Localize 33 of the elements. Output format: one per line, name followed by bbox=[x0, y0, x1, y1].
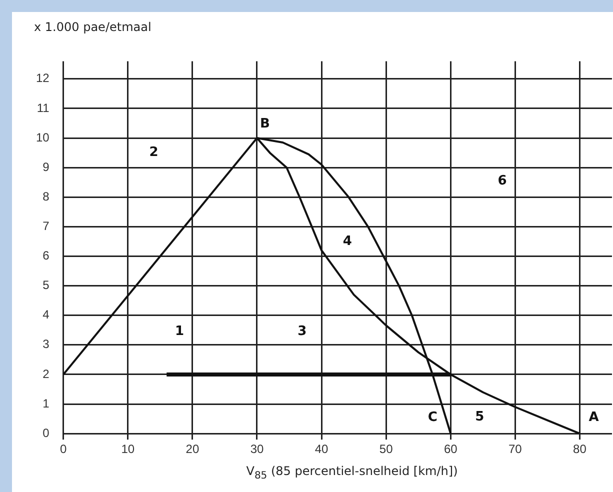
y-axis-title: x 1.000 pae/etmaal bbox=[34, 20, 152, 34]
y-tick-label: 3 bbox=[42, 337, 50, 352]
x-tick-label: 30 bbox=[250, 442, 264, 456]
x-tick-label: 80 bbox=[573, 442, 587, 456]
x-tick-label: 60 bbox=[444, 442, 458, 456]
y-tick-label: 9 bbox=[42, 160, 50, 174]
annotation: 3 bbox=[298, 324, 307, 340]
y-tick-label: 1 bbox=[42, 396, 50, 410]
x-tick-label: 20 bbox=[186, 442, 200, 456]
x-tick-label: 10 bbox=[121, 442, 135, 456]
annotation: A bbox=[588, 410, 599, 425]
x-axis-title: V$_{85}$ (85 percentiel-snelheid [km/h]) bbox=[245, 464, 459, 482]
annotation: 1 bbox=[175, 324, 184, 340]
y-tick-label: 0 bbox=[42, 426, 50, 440]
annotation: 4 bbox=[342, 234, 352, 249]
annotation: 5 bbox=[475, 410, 484, 425]
annotation: 2 bbox=[149, 145, 158, 160]
annotation: 6 bbox=[498, 173, 507, 188]
annotation: C bbox=[428, 410, 438, 425]
annotation: B bbox=[260, 116, 270, 132]
y-tick-label: 6 bbox=[42, 248, 50, 263]
x-tick-label: 0 bbox=[60, 442, 68, 456]
x-tick-label: 70 bbox=[508, 442, 522, 456]
y-tick-label: 2 bbox=[42, 366, 50, 381]
x-tick-label: 40 bbox=[314, 442, 329, 456]
y-tick-label: 5 bbox=[42, 278, 50, 292]
y-tick-label: 8 bbox=[42, 189, 50, 204]
y-tick-label: 12 bbox=[36, 71, 50, 86]
y-tick-label: 10 bbox=[36, 130, 50, 144]
y-tick-label: 4 bbox=[42, 308, 50, 322]
y-tick-label: 11 bbox=[36, 100, 50, 115]
y-tick-label: 7 bbox=[42, 219, 50, 234]
x-tick-label: 50 bbox=[379, 442, 394, 456]
